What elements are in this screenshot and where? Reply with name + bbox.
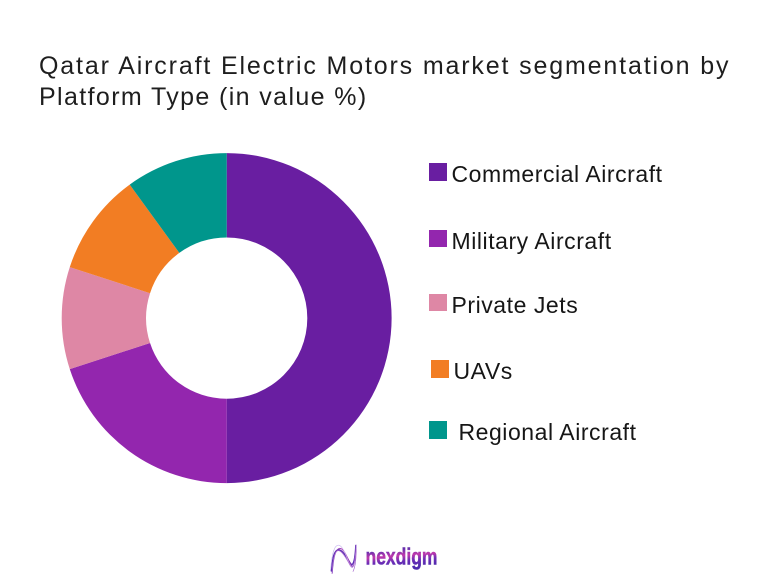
svg-text:nexdigm: nexdigm	[366, 544, 438, 570]
